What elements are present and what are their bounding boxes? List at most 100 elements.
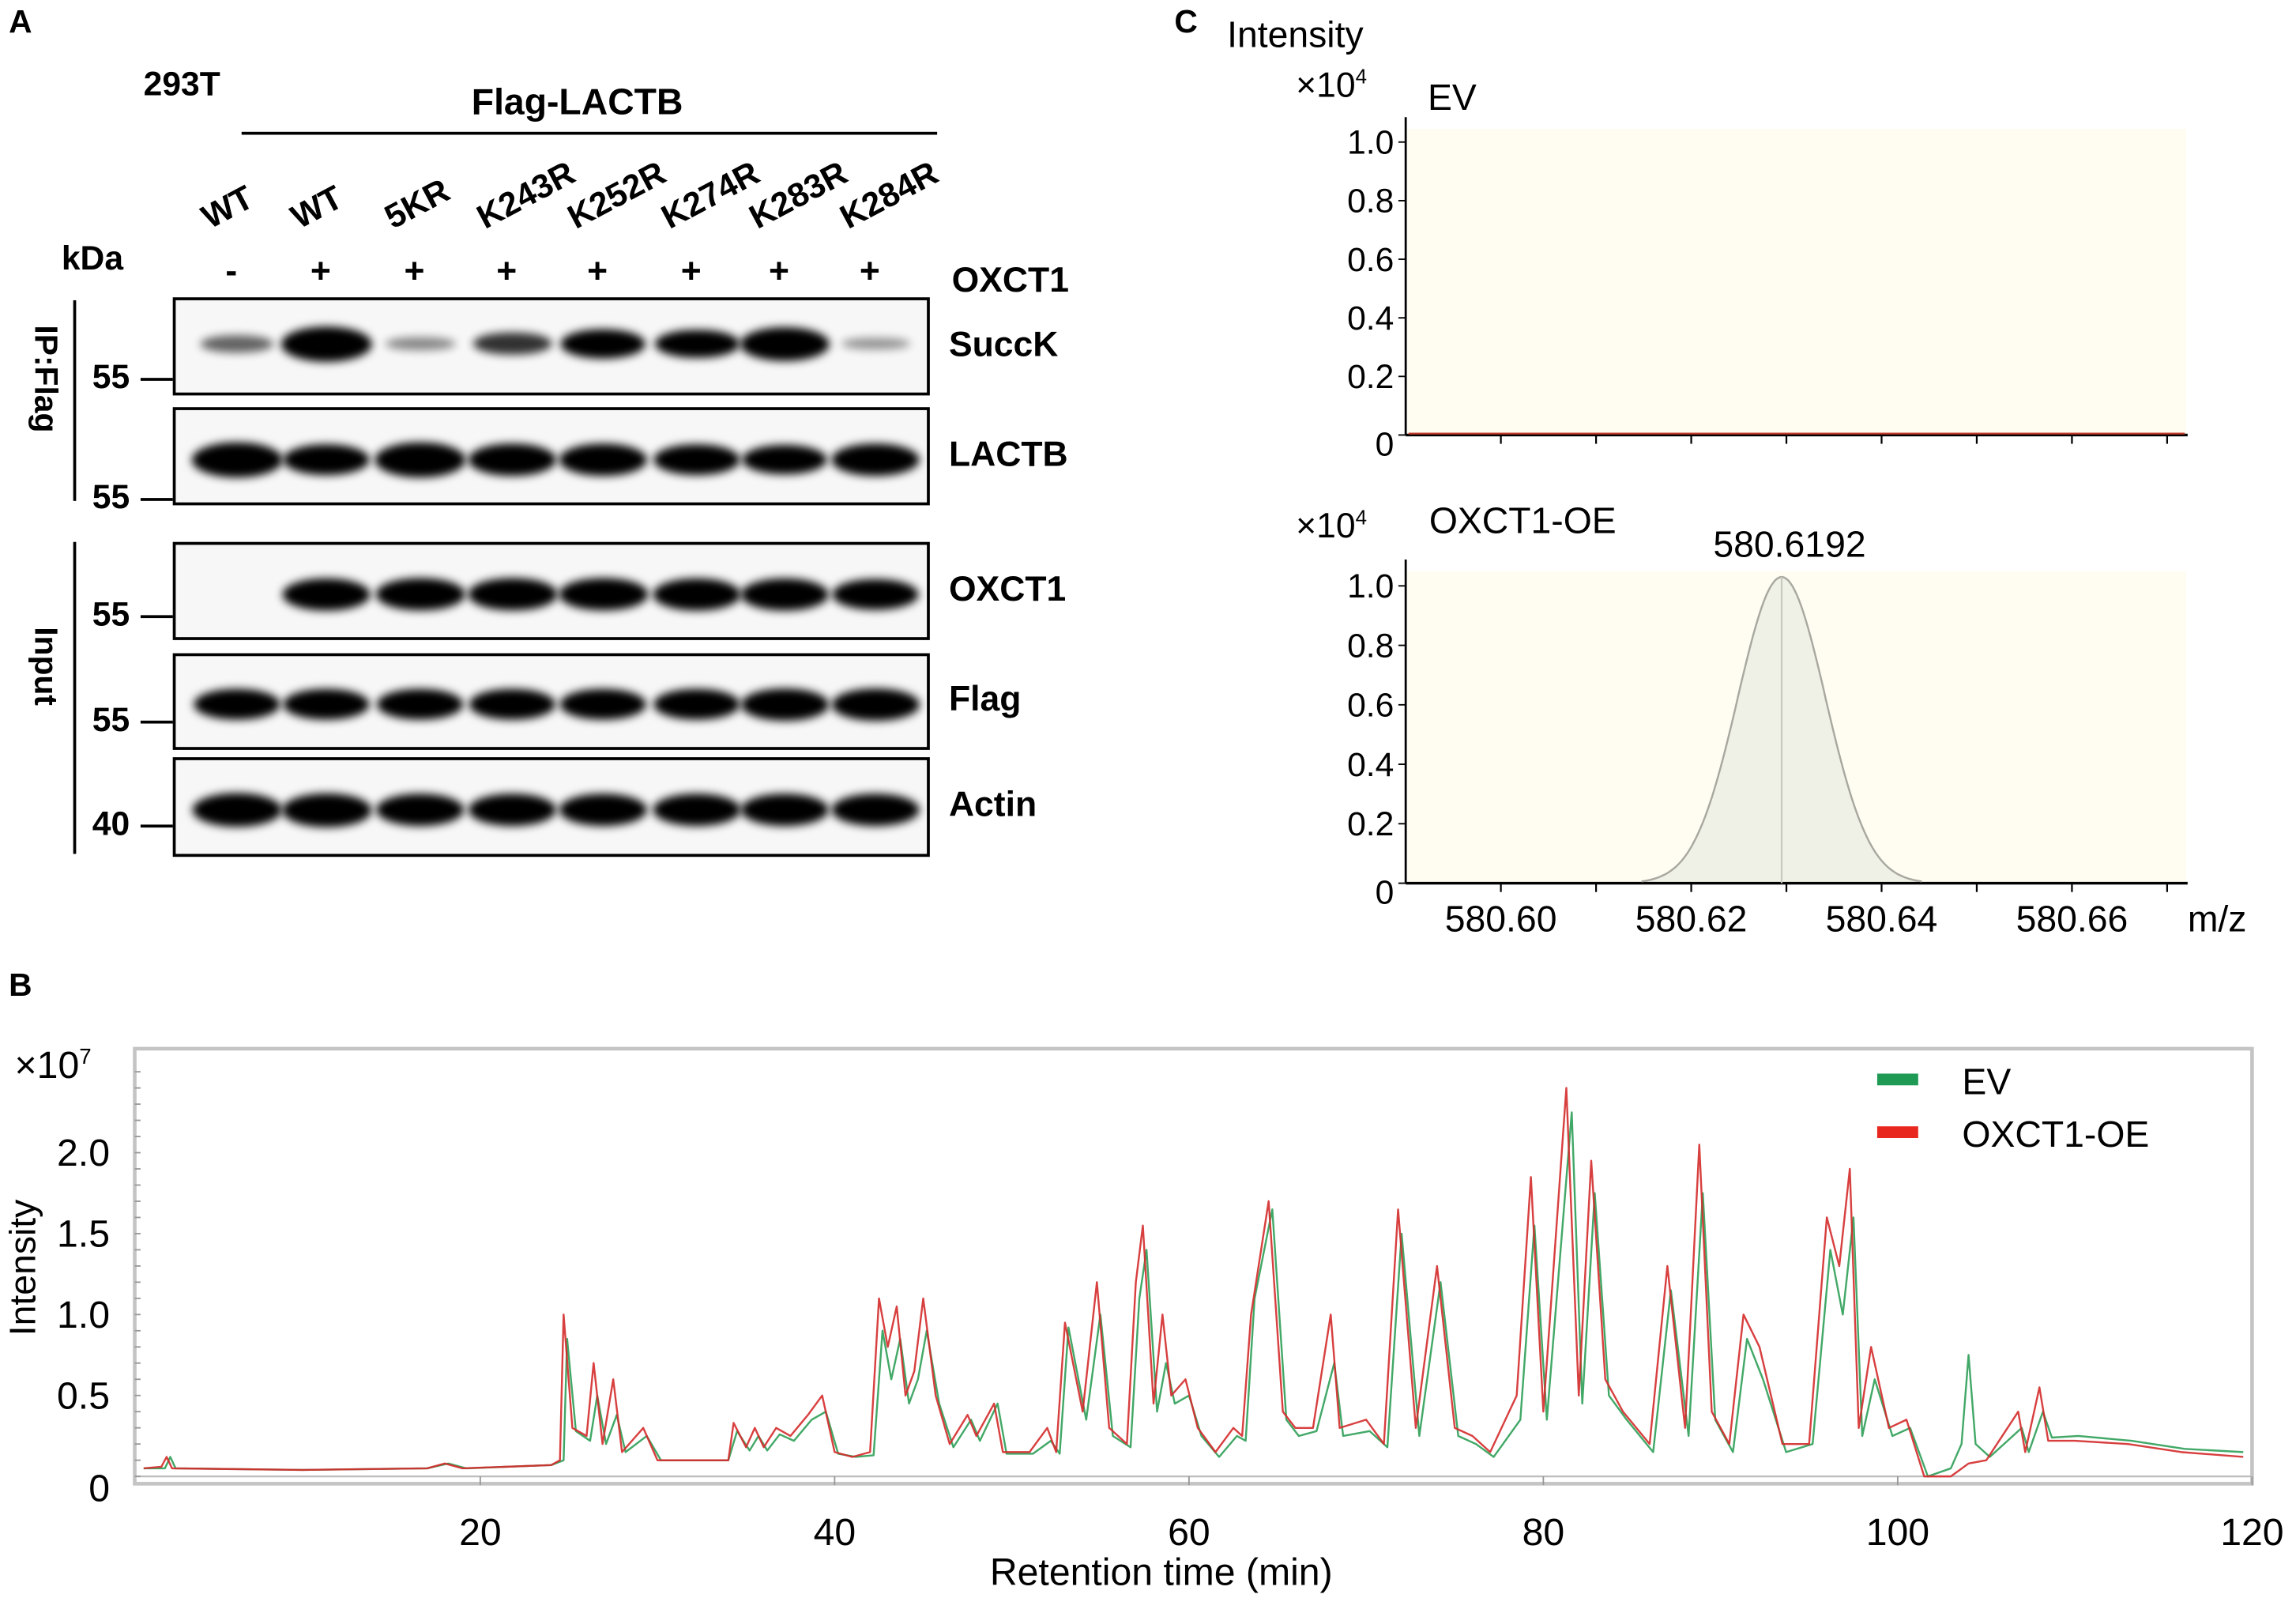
chromatogram-y-label: Intensity [2,1199,44,1336]
x-tick-label: 100 [1866,1511,1929,1554]
multiplier-base: ×10 [14,1042,80,1087]
construct-label: Flag-LACTB [471,81,683,123]
protein-band [831,793,920,827]
panel-label-b: B [9,967,32,1004]
protein-band [192,793,282,827]
ip-flag-group-label: IP:Flag [28,325,65,433]
ms-y-tick-label: 0 [1376,425,1395,463]
protein-band [740,793,830,827]
ip-flag-group-line [73,300,77,501]
multiplier-exponent: 4 [1355,505,1368,530]
protein-band [559,793,648,827]
protein-band [376,793,465,827]
ms-x-tick-label: 580.60 [1445,899,1557,940]
oxct1-sign: + [859,251,880,292]
panel-label-c: C [1174,2,1198,40]
protein-band [742,444,828,474]
protein-band [468,577,557,611]
ms-y-tick-label: 0.2 [1347,805,1394,843]
protein-band [560,328,646,359]
ms-y-tick-label: 0.8 [1347,183,1394,220]
ms-oe-multiplier: ×104 [1296,505,1367,548]
protein-band [375,441,466,477]
protein-band [653,443,741,475]
blot-strip-succk [172,297,930,396]
oxct1-sign: + [404,251,425,292]
protein-band [740,577,830,611]
ms-y-tick-label: 0.6 [1347,687,1394,725]
protein-band [282,793,371,827]
chromatogram-y-multiplier: ×107 [15,1043,92,1088]
y-tick-label: 2.0 [57,1132,110,1174]
ms-x-tick-label: 580.62 [1635,899,1748,940]
protein-band [559,443,648,476]
cell-line-label: 293T [143,64,220,103]
protein-band [832,578,920,610]
protein-band [559,577,648,611]
protein-band [468,793,557,827]
protein-band [559,688,647,721]
protein-band [653,577,741,611]
series-line-oxct1-oe [143,1087,2244,1478]
input-group-label: Input [28,627,65,706]
protein-band [283,443,371,475]
oxct1-sign: + [496,251,518,292]
oxct1-sign: + [680,251,702,292]
protein-band [385,336,455,351]
kda-label: kDa [61,239,124,277]
ms-y-tick-label: 0.6 [1347,241,1394,279]
protein-band [283,688,371,721]
ms-y-tick-label: 0.2 [1347,358,1394,396]
ms-y-tick-label: 1.0 [1347,124,1394,162]
antibody-label: Actin [948,785,1037,825]
multiplier-exponent: 4 [1355,64,1368,89]
x-tick-label: 20 [459,1511,502,1554]
panel-label-a: A [9,2,32,40]
protein-band [841,337,910,350]
kda-marker: 55 [92,477,130,516]
protein-band [191,441,283,477]
protein-band [653,688,741,721]
y-tick-label: 0.5 [57,1374,110,1417]
kda-marker-tick [140,498,173,501]
x-tick-label: 80 [1523,1511,1565,1554]
ms-y-tick-label: 0.8 [1347,627,1394,665]
protein-band [282,577,371,611]
ms-y-tick-label: 0.4 [1347,300,1394,337]
chromatogram-x-label: Retention time (min) [989,1549,1333,1594]
legend-label-ev: EV [1962,1061,2012,1103]
blot-strip-actin [172,757,930,857]
y-tick-label: 1.0 [57,1294,110,1336]
antibody-label: SuccK [948,324,1059,364]
protein-band [376,688,464,721]
ms-peak-label: 580.6192 [1713,524,1866,566]
oxct1-treatment-label: OXCT1 [951,260,1069,300]
multiplier-exponent: 7 [79,1045,92,1070]
protein-band [472,331,552,356]
kda-marker-tick [140,615,173,619]
ms-plot-area [1407,129,2186,435]
protein-band [740,326,830,360]
x-tick-label: 60 [1168,1511,1210,1554]
kda-marker-tick [140,720,173,724]
ms-x-label: m/z [2187,899,2247,940]
antibody-label: Flag [948,679,1022,719]
ms-ev-multiplier: ×104 [1296,65,1367,107]
blot-strip-oxct1 [172,541,930,640]
kda-marker: 55 [92,357,130,396]
oxct1-sign: - [225,251,238,292]
legend-label-oxct1-oe: OXCT1-OE [1962,1114,2150,1156]
ms-x-tick-label: 580.64 [1826,899,1938,940]
protein-band [375,577,465,611]
protein-band [194,688,281,721]
legend-swatch-oxct1-oe [1876,1126,1918,1139]
x-tick-label: 120 [2220,1511,2283,1554]
legend-swatch-ev [1876,1073,1918,1086]
oxct1-sign: + [587,251,608,292]
blot-strip-flag [172,653,930,750]
multiplier-base: ×10 [1296,507,1356,547]
protein-band [831,443,920,476]
kda-marker-tick [140,824,173,828]
